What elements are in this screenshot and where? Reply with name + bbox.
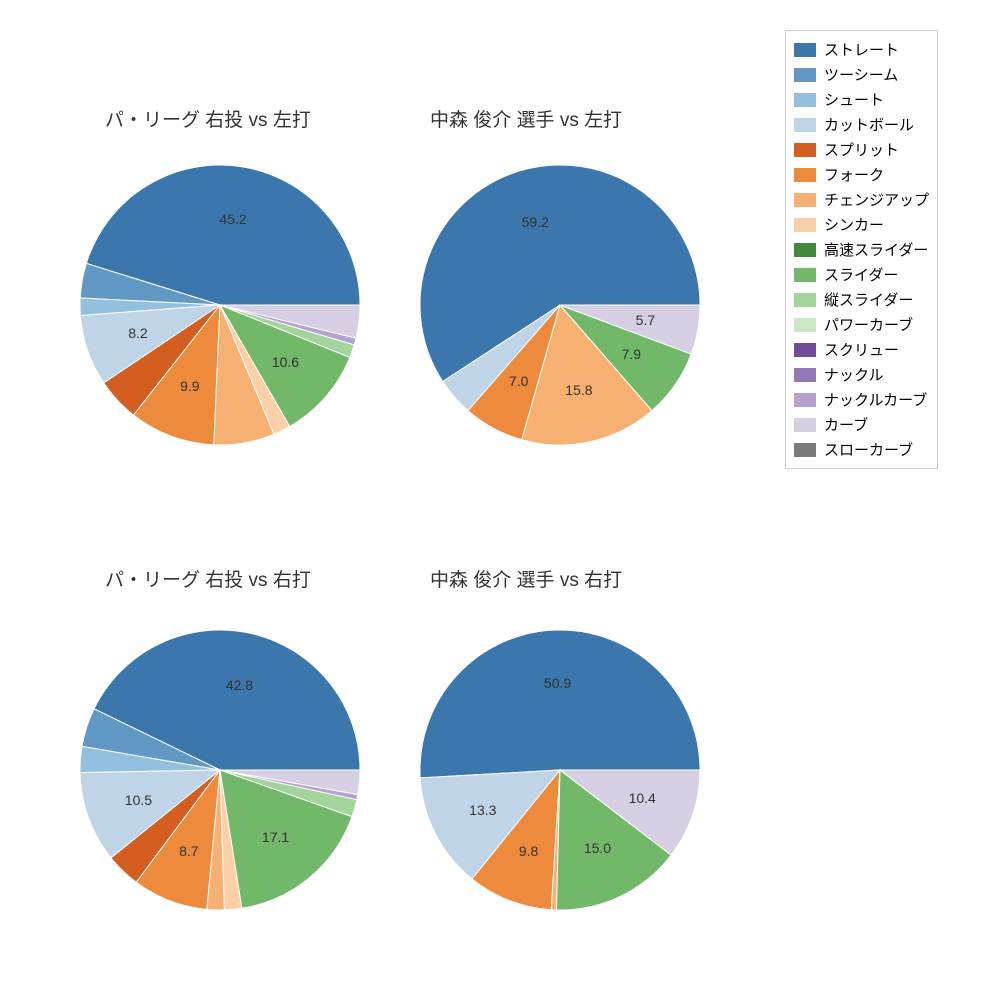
legend-row: 縦スライダー (794, 287, 929, 312)
legend-row: カットボール (794, 112, 929, 137)
pie-chart: 50.9 13.3 9.8 15.0 10.4 (418, 628, 702, 912)
legend-swatch (794, 143, 816, 157)
legend-row: ストレート (794, 37, 929, 62)
slice-label: 15.8 (565, 382, 592, 398)
legend-label: スローカーブ (824, 439, 913, 460)
legend-swatch (794, 218, 816, 232)
slice-label: 7.9 (622, 346, 641, 362)
slice-label: 8.7 (179, 843, 198, 859)
legend-row: チェンジアップ (794, 187, 929, 212)
legend-row: ナックル (794, 362, 929, 387)
slice-label: 5.7 (636, 312, 655, 328)
legend-label: カーブ (824, 414, 868, 435)
legend-swatch (794, 193, 816, 207)
legend-swatch (794, 393, 816, 407)
legend-row: スローカーブ (794, 437, 929, 462)
legend-row: ツーシーム (794, 62, 929, 87)
legend-swatch (794, 118, 816, 132)
legend-label: シンカー (824, 214, 884, 235)
legend-row: スクリュー (794, 337, 929, 362)
legend-row: カーブ (794, 412, 929, 437)
legend-swatch (794, 43, 816, 57)
legend-label: 高速スライダー (824, 239, 928, 260)
legend-label: ナックル (824, 364, 884, 385)
legend-swatch (794, 418, 816, 432)
chart-title: パ・リーグ 右投 vs 左打 (105, 105, 311, 132)
legend-label: ナックルカーブ (824, 389, 927, 410)
pie-chart: 59.2 7.0 15.8 7.9 5.7 (418, 163, 702, 447)
legend-swatch (794, 318, 816, 332)
legend-label: 縦スライダー (824, 289, 913, 310)
legend-label: スプリット (824, 139, 899, 160)
legend-row: パワーカーブ (794, 312, 929, 337)
legend-label: スクリュー (824, 339, 899, 360)
legend-label: ツーシーム (824, 64, 898, 85)
legend-row: スプリット (794, 137, 929, 162)
legend-swatch (794, 268, 816, 282)
legend-label: シュート (824, 89, 884, 110)
legend-label: ストレート (824, 39, 899, 60)
legend-swatch (794, 168, 816, 182)
slice-label: 45.2 (219, 211, 246, 227)
legend-swatch (794, 93, 816, 107)
chart-title: パ・リーグ 右投 vs 右打 (105, 565, 311, 592)
legend-row: ナックルカーブ (794, 387, 929, 412)
legend-row: シンカー (794, 212, 929, 237)
pie-chart: 42.8 10.5 8.7 17.1 (78, 628, 362, 912)
slice-label: 13.3 (469, 802, 496, 818)
slice-label: 50.9 (544, 675, 571, 691)
legend-swatch (794, 343, 816, 357)
slice-label: 9.9 (180, 378, 199, 394)
legend-label: カットボール (824, 114, 914, 135)
legend-label: スライダー (824, 264, 898, 285)
legend-swatch (794, 243, 816, 257)
chart-title: 中森 俊介 選手 vs 左打 (430, 105, 622, 132)
legend-swatch (794, 368, 816, 382)
legend-swatch (794, 443, 816, 457)
legend-label: チェンジアップ (824, 189, 929, 210)
legend-row: スライダー (794, 262, 929, 287)
legend-row: シュート (794, 87, 929, 112)
pie-chart: 45.2 8.2 9.9 10.6 (78, 163, 362, 447)
slice-label: 7.0 (509, 373, 528, 389)
chart-grid: パ・リーグ 右投 vs 左打 45.2 8.2 9.9 10.6 中森 俊介 選手 vs … (0, 0, 1000, 1000)
slice-label: 9.8 (519, 843, 538, 859)
slice-label: 10.6 (272, 354, 299, 370)
slice-label: 10.5 (125, 792, 152, 808)
slice-label: 42.8 (226, 677, 253, 693)
legend-label: パワーカーブ (824, 314, 913, 335)
slice-label: 17.1 (262, 829, 289, 845)
slice-label: 15.0 (584, 840, 611, 856)
slice-label: 59.2 (522, 214, 549, 230)
legend: ストレートツーシームシュートカットボールスプリットフォークチェンジアップシンカー… (785, 30, 938, 469)
slice-label: 8.2 (128, 325, 147, 341)
pie-slice (420, 630, 700, 778)
legend-swatch (794, 68, 816, 82)
slice-label: 10.4 (629, 790, 656, 806)
chart-title: 中森 俊介 選手 vs 右打 (430, 565, 622, 592)
legend-swatch (794, 293, 816, 307)
legend-row: フォーク (794, 162, 929, 187)
legend-row: 高速スライダー (794, 237, 929, 262)
legend-label: フォーク (824, 164, 884, 185)
